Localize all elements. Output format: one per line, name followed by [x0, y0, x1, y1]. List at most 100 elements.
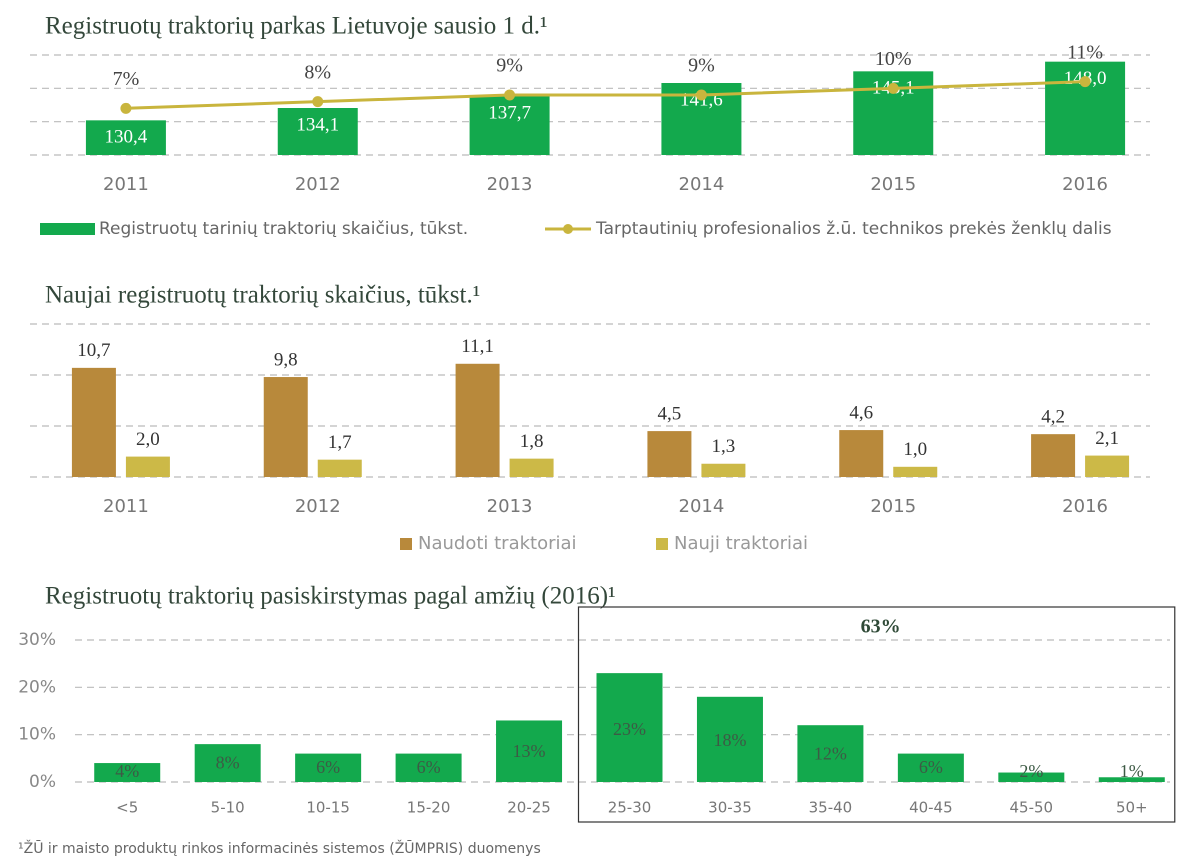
- bar: [295, 753, 362, 782]
- legend-swatch: [656, 538, 668, 550]
- bar: [317, 459, 362, 477]
- bar-value-label: 18%: [713, 730, 746, 750]
- bar-value-label: 2,1: [1095, 428, 1119, 449]
- bar: [1085, 455, 1130, 477]
- bar: [897, 753, 964, 782]
- legend-swatch: [400, 538, 412, 550]
- bar-value-label: 2%: [1019, 761, 1043, 781]
- bar: [85, 120, 166, 155]
- bar-value-label: 4,2: [1041, 407, 1065, 428]
- bar-value-label: 6%: [417, 757, 441, 777]
- x-tick-label: 2016: [1062, 496, 1108, 517]
- legend-swatch: [40, 223, 95, 235]
- bar: [71, 367, 116, 477]
- bar: [1031, 434, 1076, 477]
- bar-value-label: 11,1: [461, 336, 494, 357]
- x-tick-label: 40-45: [909, 799, 953, 817]
- bar-value-label: 4,5: [658, 403, 682, 424]
- x-tick-label: 2012: [295, 496, 341, 517]
- bar-value-label: 9,8: [274, 349, 298, 370]
- chart-title: Registruotų traktorių pasiskirstymas pag…: [45, 583, 616, 610]
- bar-value-label: 1,3: [712, 436, 736, 457]
- line-value-label: 7%: [113, 68, 140, 90]
- bar: [696, 696, 763, 782]
- bar-value-label: 1,7: [328, 432, 352, 453]
- x-tick-label: 30-35: [708, 799, 752, 817]
- x-tick-label: 2014: [679, 174, 725, 195]
- bar: [455, 363, 500, 477]
- bar: [125, 456, 170, 477]
- bar: [509, 458, 554, 477]
- bar-value-label: 1,0: [903, 439, 927, 460]
- x-tick-label: 45-50: [1010, 799, 1054, 817]
- x-tick-label: 10-15: [306, 799, 350, 817]
- x-tick-label: 50+: [1116, 799, 1148, 817]
- x-tick-label: 2011: [103, 496, 149, 517]
- line-point: [312, 96, 324, 108]
- annotation-box: [577, 606, 1176, 823]
- y-tick-label: 10%: [18, 725, 56, 745]
- y-tick-label: 30%: [18, 630, 56, 650]
- line-value-label: 8%: [304, 61, 331, 83]
- bar: [277, 108, 358, 155]
- bar-value-label: 23%: [613, 719, 646, 739]
- x-tick-label: 15-20: [407, 799, 451, 817]
- bar-value-label: 1%: [1120, 761, 1144, 781]
- bar-value-label: 1,8: [520, 431, 544, 452]
- x-tick-label: 2015: [870, 496, 916, 517]
- line-value-label: 11%: [1067, 41, 1103, 63]
- line-point: [1079, 76, 1091, 88]
- y-tick-label: 0%: [29, 772, 56, 792]
- bar-value-label: 4%: [115, 761, 139, 781]
- line-point: [887, 82, 899, 94]
- x-tick-label: <5: [116, 799, 138, 817]
- bar: [701, 463, 746, 477]
- annotation: 63%: [861, 616, 901, 638]
- bar: [893, 466, 938, 477]
- legend-swatch: [563, 224, 573, 234]
- x-tick-label: 2014: [679, 496, 725, 517]
- bar-value-label: 10,7: [77, 340, 110, 361]
- x-tick-label: 2013: [487, 174, 533, 195]
- bar: [469, 96, 550, 155]
- line-value-label: 10%: [875, 48, 912, 70]
- x-tick-label: 25-30: [608, 799, 652, 817]
- bar-value-label: 6%: [316, 757, 340, 777]
- bar: [496, 720, 563, 782]
- bar: [998, 772, 1065, 782]
- x-tick-label: 2011: [103, 174, 149, 195]
- x-tick-label: 2012: [295, 174, 341, 195]
- x-tick-label: 20-25: [507, 799, 551, 817]
- bar-value-label: 2,0: [136, 429, 160, 450]
- bar-value-label: 6%: [919, 757, 943, 777]
- bar: [647, 431, 692, 477]
- legend-label: Registruotų tarinių traktorių skaičius, …: [99, 219, 468, 239]
- bar: [395, 753, 462, 782]
- bar-value-label: 8%: [216, 752, 240, 772]
- y-tick-label: 20%: [18, 677, 56, 697]
- line-point: [120, 102, 132, 114]
- legend-label: Tarptautinių profesionalios ž.ū. technik…: [595, 219, 1112, 239]
- footnote: ¹ŽŪ ir maisto produktų rinkos informacin…: [18, 839, 541, 857]
- bar: [1098, 777, 1165, 782]
- line-point: [695, 89, 707, 101]
- bar: [94, 763, 161, 782]
- bar: [596, 673, 663, 782]
- chart-title: Registruotų traktorių parkas Lietuvoje s…: [45, 13, 548, 40]
- x-tick-label: 2015: [870, 174, 916, 195]
- legend-label: Nauji traktoriai: [674, 533, 808, 554]
- x-tick-label: 5-10: [211, 799, 245, 817]
- x-tick-label: 35-40: [809, 799, 853, 817]
- line-value-label: 9%: [496, 55, 523, 77]
- bar-value-label: 130,4: [105, 127, 148, 148]
- line-value-label: 9%: [688, 55, 715, 77]
- bar-value-label: 4,6: [849, 402, 873, 423]
- bar: [797, 725, 864, 782]
- bar-value-label: 13%: [513, 741, 546, 761]
- bar-value-label: 134,1: [296, 114, 339, 135]
- bar-value-label: 137,7: [488, 102, 531, 123]
- x-tick-label: 2013: [487, 496, 533, 517]
- bar: [839, 430, 884, 477]
- line-point: [504, 89, 516, 101]
